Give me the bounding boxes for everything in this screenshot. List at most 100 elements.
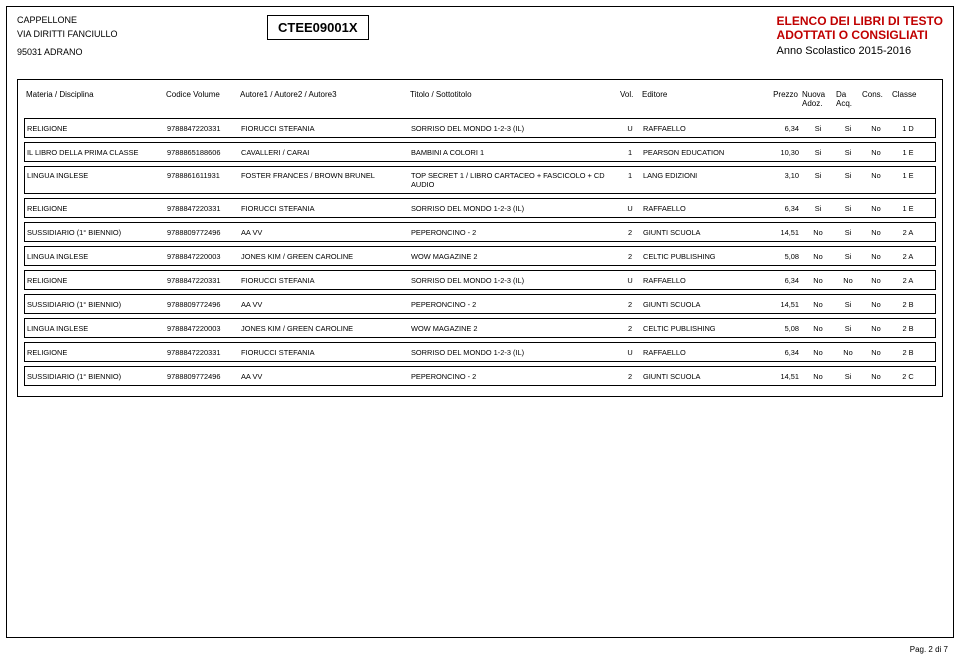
col-prezzo: Prezzo: [760, 90, 800, 108]
cell-editore: PEARSON EDUCATION: [641, 148, 761, 157]
school-city: 95031 ADRANO: [17, 47, 267, 57]
cell-nuova: No: [801, 252, 835, 261]
cell-vol: 2: [619, 324, 641, 333]
cell-materia: IL LIBRO DELLA PRIMA CLASSE: [25, 148, 165, 157]
cell-cons: No: [861, 204, 891, 213]
cell-autore: FIORUCCI STEFANIA: [239, 348, 409, 357]
cell-materia: RELIGIONE: [25, 124, 165, 133]
table-row: SUSSIDIARIO (1° BIENNIO)9788809772496AA …: [24, 222, 936, 242]
rows-container: RELIGIONE9788847220331FIORUCCI STEFANIAS…: [24, 118, 936, 386]
cell-materia: LINGUA INGLESE: [25, 252, 165, 261]
cell-vol: 2: [619, 372, 641, 381]
cell-prezzo: 6,34: [761, 124, 801, 133]
cell-editore: RAFFAELLO: [641, 276, 761, 285]
cell-vol: U: [619, 348, 641, 357]
cell-classe: 2 A: [891, 228, 925, 237]
cell-cons: No: [861, 228, 891, 237]
cell-materia: SUSSIDIARIO (1° BIENNIO): [25, 228, 165, 237]
cell-da: Si: [835, 124, 861, 133]
col-nuova: Nuova Adoz.: [800, 90, 834, 108]
cell-classe: 2 A: [891, 276, 925, 285]
cell-autore: AA VV: [239, 372, 409, 381]
cell-cons: No: [861, 348, 891, 357]
cell-vol: 2: [619, 300, 641, 309]
cell-classe: 2 B: [891, 300, 925, 309]
cell-cons: No: [861, 324, 891, 333]
title-line-1: ELENCO DEI LIBRI DI TESTO: [777, 15, 943, 29]
cell-titolo: SORRISO DEL MONDO 1-2-3 (IL): [409, 124, 619, 133]
school-addr: VIA DIRITTI FANCIULLO: [17, 29, 267, 39]
cell-titolo: WOW MAGAZINE 2: [409, 324, 619, 333]
cell-editore: CELTIC PUBLISHING: [641, 324, 761, 333]
cell-codice: 9788865188606: [165, 148, 239, 157]
cell-titolo: WOW MAGAZINE 2: [409, 252, 619, 261]
cell-autore: JONES KIM / GREEN CAROLINE: [239, 324, 409, 333]
code-box-wrap: CTEE09001X: [267, 15, 369, 40]
cell-codice: 9788847220331: [165, 348, 239, 357]
cell-titolo: PEPERONCINO - 2: [409, 300, 619, 309]
cell-nuova: Si: [801, 171, 835, 180]
cell-titolo: PEPERONCINO - 2: [409, 228, 619, 237]
cell-vol: 2: [619, 228, 641, 237]
cell-da: Si: [835, 171, 861, 180]
cell-autore: CAVALLERI / CARAI: [239, 148, 409, 157]
cell-codice: 9788847220331: [165, 204, 239, 213]
cell-cons: No: [861, 276, 891, 285]
col-da: Da Acq.: [834, 90, 860, 108]
cell-editore: CELTIC PUBLISHING: [641, 252, 761, 261]
cell-materia: RELIGIONE: [25, 204, 165, 213]
table-row: RELIGIONE9788847220331FIORUCCI STEFANIAS…: [24, 118, 936, 138]
cell-titolo: SORRISO DEL MONDO 1-2-3 (IL): [409, 348, 619, 357]
cell-nuova: Si: [801, 204, 835, 213]
cell-codice: 9788809772496: [165, 300, 239, 309]
cell-titolo: BAMBINI A COLORI 1: [409, 148, 619, 157]
cell-classe: 1 E: [891, 148, 925, 157]
cell-autore: FIORUCCI STEFANIA: [239, 276, 409, 285]
col-autore: Autore1 / Autore2 / Autore3: [238, 90, 408, 108]
cell-nuova: No: [801, 348, 835, 357]
cell-titolo: SORRISO DEL MONDO 1-2-3 (IL): [409, 204, 619, 213]
cell-vol: 1: [619, 171, 641, 180]
col-materia: Materia / Disciplina: [24, 90, 164, 108]
cell-da: Si: [835, 204, 861, 213]
cell-materia: RELIGIONE: [25, 348, 165, 357]
cell-classe: 2 B: [891, 348, 925, 357]
table-row: SUSSIDIARIO (1° BIENNIO)9788809772496AA …: [24, 366, 936, 386]
col-cons: Cons.: [860, 90, 890, 108]
cell-da: Si: [835, 252, 861, 261]
cell-prezzo: 6,34: [761, 276, 801, 285]
table-row: RELIGIONE9788847220331FIORUCCI STEFANIAS…: [24, 198, 936, 218]
cell-cons: No: [861, 148, 891, 157]
header: CAPPELLONE VIA DIRITTI FANCIULLO 95031 A…: [17, 15, 943, 57]
cell-materia: RELIGIONE: [25, 276, 165, 285]
cell-autore: JONES KIM / GREEN CAROLINE: [239, 252, 409, 261]
cell-prezzo: 14,51: [761, 300, 801, 309]
cell-editore: RAFFAELLO: [641, 124, 761, 133]
col-classe: Classe: [890, 90, 924, 108]
cell-codice: 9788861611931: [165, 171, 239, 180]
col-titolo: Titolo / Sottotitolo: [408, 90, 618, 108]
table-row: LINGUA INGLESE9788861611931FOSTER FRANCE…: [24, 166, 936, 194]
cell-nuova: No: [801, 276, 835, 285]
column-headers: Materia / Disciplina Codice Volume Autor…: [24, 88, 936, 114]
cell-editore: RAFFAELLO: [641, 204, 761, 213]
cell-codice: 9788847220003: [165, 252, 239, 261]
col-editore: Editore: [640, 90, 760, 108]
sub-line: Anno Scolastico 2015-2016: [777, 45, 943, 57]
title-block: ELENCO DEI LIBRI DI TESTO ADOTTATI O CON…: [747, 15, 943, 57]
cell-classe: 2 B: [891, 324, 925, 333]
cell-nuova: No: [801, 300, 835, 309]
cell-da: Si: [835, 300, 861, 309]
cell-classe: 2 C: [891, 372, 925, 381]
cell-titolo: PEPERONCINO - 2: [409, 372, 619, 381]
table-row: LINGUA INGLESE9788847220003JONES KIM / G…: [24, 246, 936, 266]
page-frame: CAPPELLONE VIA DIRITTI FANCIULLO 95031 A…: [6, 6, 954, 638]
cell-autore: AA VV: [239, 300, 409, 309]
cell-vol: 2: [619, 252, 641, 261]
col-da-1: Da: [836, 90, 846, 99]
cell-cons: No: [861, 124, 891, 133]
cell-editore: GIUNTI SCUOLA: [641, 372, 761, 381]
cell-classe: 1 E: [891, 204, 925, 213]
table-row: SUSSIDIARIO (1° BIENNIO)9788809772496AA …: [24, 294, 936, 314]
col-da-2: Acq.: [836, 99, 852, 108]
